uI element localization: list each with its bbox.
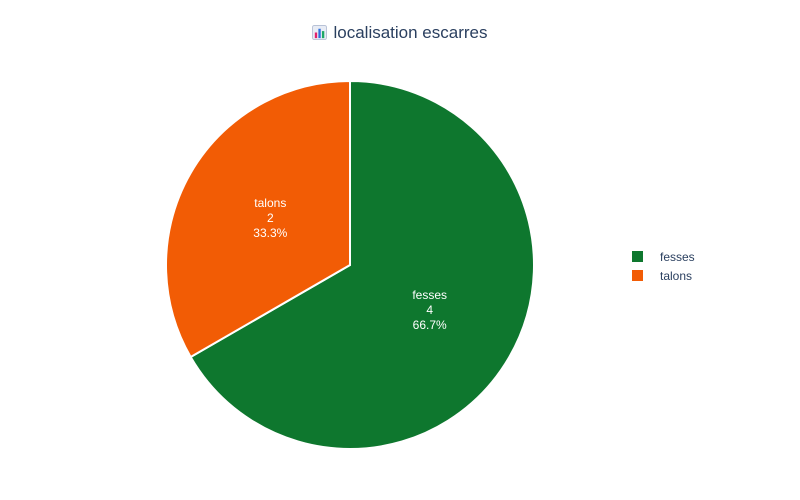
pie-slice-talons[interactable] [165, 79, 351, 359]
legend-swatch-fesses [632, 251, 643, 262]
slice-label-name-fesses: fesses [412, 288, 447, 302]
slice-label-value-fesses: 4 [426, 303, 433, 317]
legend-label-talons: talons [660, 268, 693, 283]
slice-label-value-talons: 2 [267, 211, 274, 225]
chart-title: localisation escarres [0, 23, 800, 43]
legend-swatch-talons [632, 270, 643, 281]
bar-chart-icon [312, 25, 328, 40]
slice-label-name-talons: talons [254, 196, 286, 210]
slice-label-percent-talons: 33.3% [253, 226, 287, 240]
legend-item-talons[interactable]: talons [632, 266, 695, 285]
slice-label-percent-fesses: 66.7% [413, 318, 447, 332]
legend-item-fesses[interactable]: fesses [632, 247, 695, 266]
legend-label-fesses: fesses [660, 249, 695, 264]
pie-slice-fesses[interactable] [189, 79, 535, 450]
legend: fesses talons [632, 247, 695, 285]
chart-title-text: localisation escarres [333, 23, 488, 42]
